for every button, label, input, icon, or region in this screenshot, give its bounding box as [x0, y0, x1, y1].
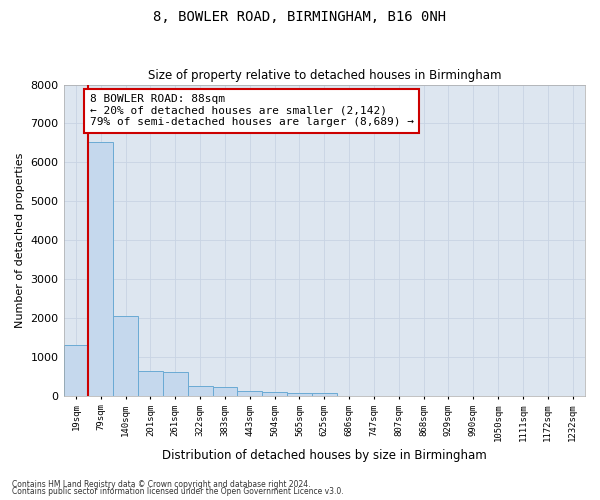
Text: 8 BOWLER ROAD: 88sqm
← 20% of detached houses are smaller (2,142)
79% of semi-de: 8 BOWLER ROAD: 88sqm ← 20% of detached h…	[89, 94, 413, 128]
Bar	[138, 370, 163, 396]
Y-axis label: Number of detached properties: Number of detached properties	[15, 152, 25, 328]
Bar	[64, 346, 88, 396]
Bar	[113, 316, 138, 396]
Bar	[88, 142, 113, 396]
Bar	[312, 393, 337, 396]
Bar	[188, 386, 212, 396]
Title: Size of property relative to detached houses in Birmingham: Size of property relative to detached ho…	[148, 69, 501, 82]
Text: Contains public sector information licensed under the Open Government Licence v3: Contains public sector information licen…	[12, 487, 344, 496]
Bar	[287, 393, 312, 396]
Bar	[163, 372, 188, 396]
Bar	[262, 392, 287, 396]
Text: Contains HM Land Registry data © Crown copyright and database right 2024.: Contains HM Land Registry data © Crown c…	[12, 480, 311, 489]
X-axis label: Distribution of detached houses by size in Birmingham: Distribution of detached houses by size …	[162, 450, 487, 462]
Bar	[212, 387, 238, 396]
Text: 8, BOWLER ROAD, BIRMINGHAM, B16 0NH: 8, BOWLER ROAD, BIRMINGHAM, B16 0NH	[154, 10, 446, 24]
Bar	[238, 391, 262, 396]
